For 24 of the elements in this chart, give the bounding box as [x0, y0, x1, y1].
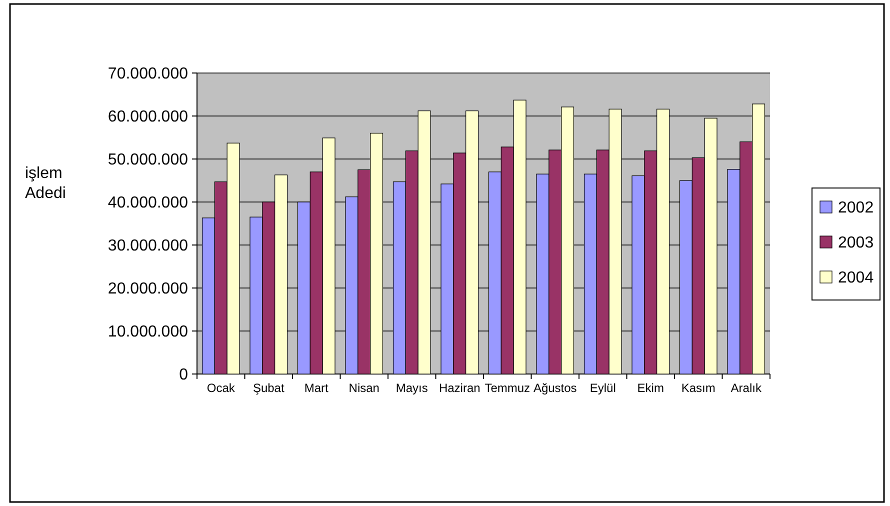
y-tick-label: 0	[179, 366, 188, 384]
x-tick-label: Şubat	[252, 381, 285, 395]
y-tick-label: 40.000.000	[108, 194, 188, 212]
y-tick-label: 20.000.000	[108, 280, 188, 298]
x-tick-label: Mart	[304, 381, 330, 395]
x-tick-label: Ağustos	[533, 381, 577, 395]
x-tick-label: Ekim	[637, 381, 664, 395]
x-tick-label: Kasım	[681, 381, 716, 395]
x-tick-label: Aralık	[730, 381, 762, 395]
y-tick-label: 60.000.000	[108, 108, 188, 126]
x-tick-label: Eylül	[590, 381, 616, 395]
y-tick-label: 50.000.000	[108, 152, 188, 169]
x-tick-label: Nisan	[348, 381, 380, 395]
x-tick-label: Mayıs	[396, 381, 428, 395]
x-tick-label: Ocak	[206, 381, 236, 395]
y-axis-title: işlem Adedi	[25, 165, 66, 202]
y-tick-label: 10.000.000	[108, 324, 188, 341]
x-tick-label: Temmuz	[484, 381, 530, 395]
x-tick-label: Haziran	[438, 381, 480, 395]
legend-label: 2004	[838, 270, 874, 287]
y-tick-label: 30.000.000	[108, 238, 188, 255]
legend-label: 2002	[838, 200, 874, 217]
y-tick-label: 70.000.000	[108, 66, 188, 83]
legend-label: 2003	[838, 234, 874, 252]
